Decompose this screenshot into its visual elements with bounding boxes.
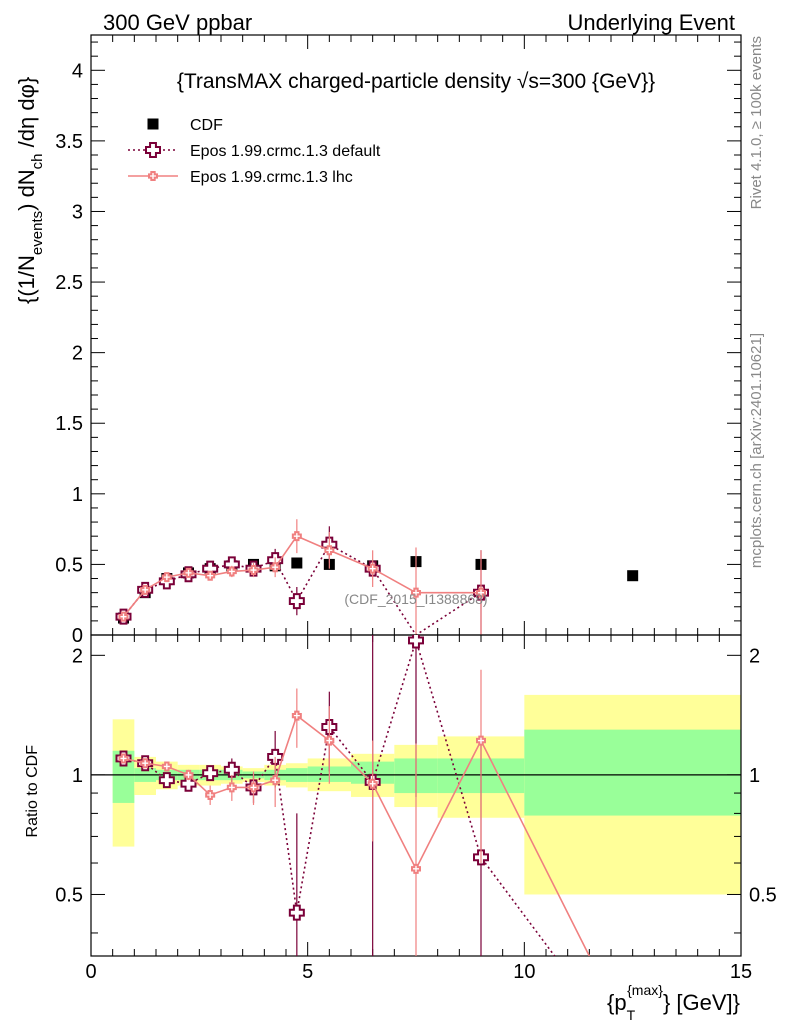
main-data bbox=[115, 519, 639, 635]
header-right: Underlying Event bbox=[567, 10, 735, 35]
ratio-marker-default bbox=[223, 761, 240, 778]
ratio-marker-lhc bbox=[161, 761, 172, 772]
ratio-marker-lhc bbox=[226, 782, 237, 793]
ratio-tick-label-left: 1 bbox=[72, 765, 83, 787]
ratio-marker-lhc bbox=[476, 735, 486, 746]
main-panel: 0 0.5 1 1.5 2 2.5 3 3.5 4 bbox=[55, 34, 742, 647]
mcplots-label: mcplots.cern.ch [arXiv:2401.10621] bbox=[748, 333, 765, 568]
ratio-marker-lhc bbox=[118, 753, 129, 764]
y-tick-label: 2 bbox=[72, 343, 83, 365]
ratio-marker-lhc bbox=[270, 775, 281, 786]
ratio-marker-default bbox=[267, 748, 284, 765]
ratio-marker-lhc bbox=[291, 710, 302, 721]
y-tick-label: 4 bbox=[72, 60, 83, 82]
legend-marker-cdf bbox=[147, 118, 159, 130]
analysis-watermark: (CDF_2015_I1388868) bbox=[344, 591, 487, 607]
ratio-marker-lhc bbox=[367, 778, 378, 789]
ratio-data bbox=[115, 635, 591, 956]
ratio-tick-label-left: 0.5 bbox=[55, 884, 83, 906]
legend-label-default: Epos 1.99.crmc.1.3 default bbox=[190, 143, 381, 160]
ratio-marker-lhc bbox=[248, 782, 259, 793]
marker-lhc bbox=[226, 566, 237, 577]
y-axis-label: {(1/Nevents) dNch /dη dφ} bbox=[14, 77, 46, 304]
marker-lhc bbox=[205, 570, 216, 581]
cdf-point bbox=[627, 570, 639, 582]
x-tick-label: 15 bbox=[730, 961, 752, 983]
ratio-tick-label-right: 2 bbox=[749, 645, 760, 667]
header-left: 300 GeV ppbar bbox=[103, 10, 252, 35]
marker-lhc bbox=[183, 567, 194, 578]
marker-lhc bbox=[140, 584, 151, 595]
marker-default bbox=[288, 593, 305, 610]
chart-title: {TransMAX charged-particle density √s=30… bbox=[177, 70, 655, 93]
x-tick-label: 5 bbox=[302, 961, 313, 983]
y-tick-label: 1 bbox=[72, 484, 83, 506]
marker-lhc bbox=[324, 545, 335, 556]
marker-lhc bbox=[118, 611, 129, 622]
ratio-marker-lhc bbox=[205, 789, 216, 800]
y-tick-label: 3.5 bbox=[55, 131, 83, 153]
legend-marker-lhc bbox=[148, 171, 158, 181]
ratio-panel: 0 5 10 15 0.5 0.5 1 1 2 2 bbox=[55, 634, 777, 983]
ratio-marker-lhc bbox=[324, 735, 335, 746]
ratio-marker-default bbox=[408, 635, 424, 649]
legend-label-cdf: CDF bbox=[190, 117, 223, 134]
cdf-point bbox=[291, 557, 303, 569]
ratio-tick-label-right: 1 bbox=[749, 765, 760, 787]
marker-lhc bbox=[161, 572, 172, 583]
marker-lhc bbox=[248, 565, 259, 576]
ratio-marker-lhc bbox=[411, 863, 421, 874]
marker-lhc bbox=[476, 587, 486, 598]
x-axis-label: {pT{max}} [GeV]} bbox=[607, 982, 740, 1023]
y-tick-label: 2.5 bbox=[55, 272, 83, 294]
y-tick-label: 1.5 bbox=[55, 413, 83, 435]
band-inner bbox=[112, 750, 135, 803]
ratio-marker-default bbox=[288, 904, 305, 921]
rivet-label: Rivet 4.1.0, ≥ 100k events bbox=[748, 36, 765, 209]
legend-marker-default bbox=[145, 142, 161, 158]
x-tick-label: 10 bbox=[513, 961, 535, 983]
marker-lhc bbox=[291, 531, 302, 542]
y-tick-label: 0 bbox=[72, 625, 83, 647]
marker-lhc bbox=[411, 587, 421, 598]
ratio-y-axis-label: Ratio to CDF bbox=[24, 745, 41, 838]
ratio-marker-lhc bbox=[183, 769, 194, 780]
y-tick-label: 3 bbox=[72, 201, 83, 223]
ratio-marker-default bbox=[202, 765, 219, 782]
band-inner bbox=[524, 729, 741, 816]
marker-lhc bbox=[367, 563, 378, 574]
ratio-tick-label-left: 2 bbox=[72, 645, 83, 667]
marker-lhc bbox=[270, 562, 281, 573]
main-frame bbox=[90, 34, 742, 636]
ratio-marker-lhc bbox=[140, 758, 151, 769]
ratio-tick-label-right: 0.5 bbox=[749, 884, 777, 906]
legend-label-lhc: Epos 1.99.crmc.1.3 lhc bbox=[190, 169, 353, 186]
y-tick-label: 0.5 bbox=[55, 554, 83, 576]
x-tick-label: 0 bbox=[85, 961, 96, 983]
ratio-marker-default bbox=[158, 772, 175, 789]
ratio-marker-default bbox=[180, 775, 197, 792]
legend: CDF Epos 1.99.crmc.1.3 default Epos 1.99… bbox=[128, 117, 381, 186]
